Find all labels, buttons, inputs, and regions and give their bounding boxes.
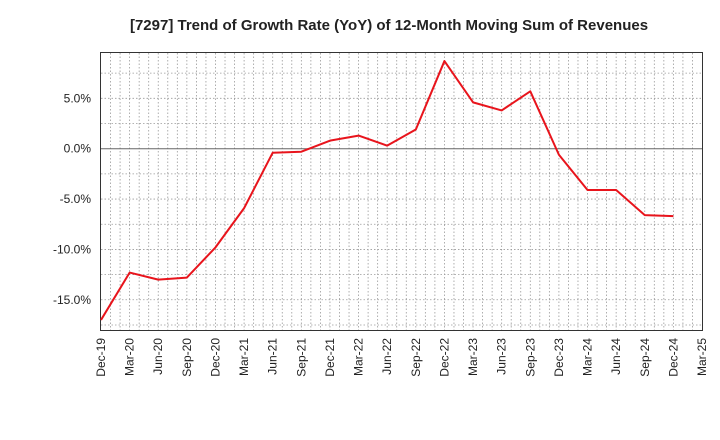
x-tick-label: Mar-21 [237, 338, 251, 376]
y-tick-label: 5.0% [64, 91, 92, 105]
x-tick-label: Sep-22 [409, 338, 423, 377]
x-tick-label: Mar-25 [695, 338, 709, 376]
x-tick-label: Sep-20 [180, 338, 194, 377]
x-tick-label: Jun-22 [380, 338, 394, 375]
series-line [100, 60, 674, 321]
x-tick-label: Jun-23 [495, 338, 509, 375]
x-tick-label: Dec-21 [323, 338, 337, 377]
x-tick-label: Dec-22 [437, 338, 451, 377]
x-tick-label: Mar-20 [123, 338, 137, 376]
series [100, 60, 674, 321]
y-tick-label: -5.0% [60, 192, 92, 206]
x-axis: Dec-19 Mar-20 Jun-20 Sep-20 Dec-20 Mar-21 Jun-… [94, 338, 709, 377]
y-axis: 5.0% 0.0% -5.0% -10.0% -15.0% [53, 91, 91, 306]
y-tick-label: -10.0% [53, 242, 91, 256]
x-tick-label: Mar-22 [352, 338, 366, 376]
y-tick-label: 0.0% [64, 142, 92, 156]
x-tick-label: Mar-24 [581, 338, 595, 376]
x-tick-label: Sep-24 [638, 338, 652, 377]
x-tick-label: Mar-23 [466, 338, 480, 376]
x-tick-label: Dec-20 [208, 338, 222, 377]
x-tick-label: Jun-20 [151, 338, 165, 375]
plot-area-frame [100, 52, 703, 331]
x-tick-label: Dec-23 [552, 338, 566, 377]
x-tick-label: Dec-24 [666, 338, 680, 377]
x-tick-label: Jun-21 [266, 338, 280, 375]
y-tick-label: -15.0% [53, 293, 91, 307]
grid [101, 53, 702, 330]
x-tick-label: Sep-21 [294, 338, 308, 377]
chart-title: [7297] Trend of Growth Rate (YoY) of 12-… [130, 17, 648, 34]
x-tick-label: Dec-19 [94, 338, 108, 377]
x-tick-label: Sep-23 [523, 338, 537, 377]
x-tick-label: Jun-24 [609, 338, 623, 375]
